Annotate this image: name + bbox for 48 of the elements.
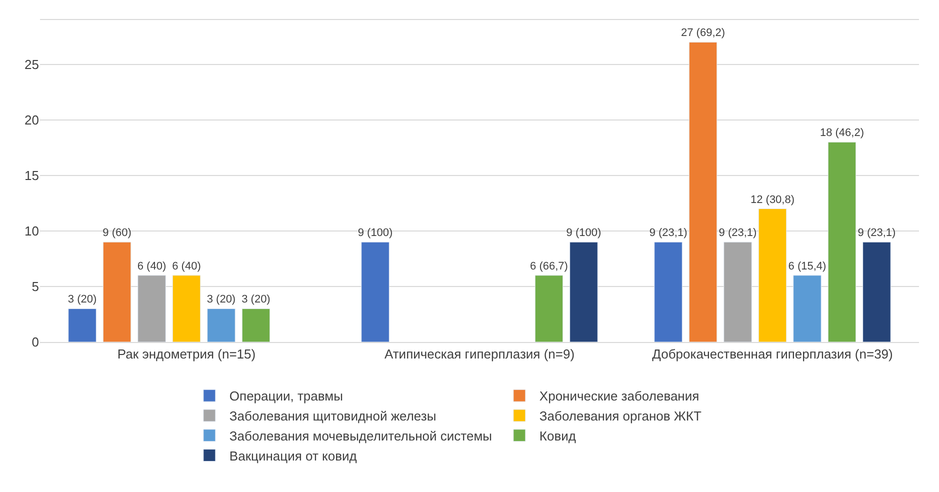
data-label: 9 (100) bbox=[566, 227, 602, 240]
legend-label: Заболевания органов ЖКТ bbox=[539, 408, 702, 424]
y-tick-label: 5 bbox=[32, 279, 39, 294]
bar bbox=[654, 242, 682, 342]
data-label: 3 (20) bbox=[242, 294, 270, 306]
bar bbox=[793, 275, 822, 342]
x-tick-label: Атипическая гиперплазия (n=9) bbox=[384, 346, 575, 362]
x-tick-label: Доброкачественная гиперплазия (n=39) bbox=[652, 346, 893, 362]
legend-label: Заболевания мочевыделительной системы bbox=[229, 428, 492, 444]
bar bbox=[862, 242, 891, 342]
data-label: 9 (23,1) bbox=[858, 227, 896, 240]
bar bbox=[758, 208, 787, 342]
data-label: 12 (30,8) bbox=[750, 194, 795, 206]
bar bbox=[724, 242, 752, 342]
data-label: 6 (40) bbox=[172, 260, 201, 272]
bar bbox=[207, 308, 236, 342]
legend-label: Операции, травмы bbox=[229, 388, 343, 404]
bar bbox=[688, 42, 718, 342]
legend-label: Ковид bbox=[539, 428, 576, 444]
y-tick-label: 0 bbox=[32, 334, 39, 350]
bar bbox=[68, 308, 96, 342]
data-label: 18 (46,2) bbox=[820, 127, 864, 140]
bar bbox=[242, 308, 270, 342]
data-label: 3 (20) bbox=[68, 294, 97, 306]
legend-label: Вакцинация от ковид bbox=[229, 448, 358, 464]
data-label: 9 (60) bbox=[102, 227, 132, 240]
y-tick-label: 15 bbox=[24, 168, 39, 183]
bar bbox=[570, 242, 598, 342]
legend-label: Хронические заболевания bbox=[539, 388, 700, 404]
bar bbox=[361, 242, 390, 342]
x-tick-label: Рак эндометрия (n=15) bbox=[117, 346, 256, 362]
y-tick-label: 25 bbox=[24, 56, 39, 72]
y-tick-label: 10 bbox=[24, 224, 39, 239]
bar bbox=[172, 275, 201, 342]
data-label: 9 (100) bbox=[358, 227, 393, 240]
bar bbox=[828, 142, 856, 342]
data-label: 6 (15,4) bbox=[788, 260, 826, 272]
data-label: 27 (69,2) bbox=[681, 27, 726, 40]
bar bbox=[534, 275, 564, 342]
data-label: 3 (20) bbox=[206, 294, 236, 306]
legend-label: Заболевания щитовидной железы bbox=[229, 408, 436, 424]
data-label: 6 (66,7) bbox=[530, 260, 568, 272]
bar bbox=[102, 242, 132, 342]
data-label: 9 (23,1) bbox=[649, 227, 688, 240]
bar bbox=[138, 275, 166, 342]
data-label: 6 (40) bbox=[137, 260, 166, 272]
y-tick-label: 20 bbox=[24, 112, 39, 128]
data-label: 9 (23,1) bbox=[718, 227, 757, 240]
